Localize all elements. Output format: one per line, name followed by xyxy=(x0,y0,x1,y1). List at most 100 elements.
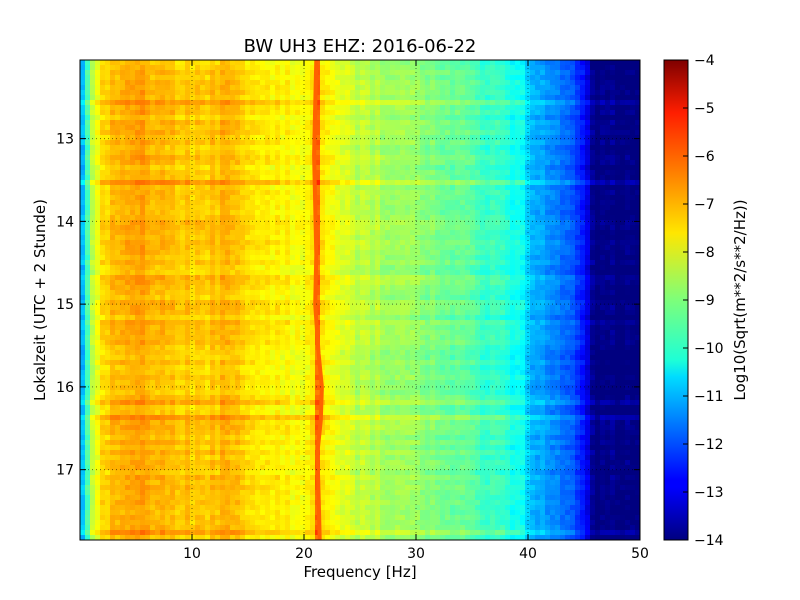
heatmap-cell xyxy=(260,290,266,296)
heatmap-cell xyxy=(300,295,306,301)
heatmap-cell xyxy=(140,440,146,446)
heatmap-cell xyxy=(260,175,266,181)
heatmap-cell xyxy=(315,90,321,96)
heatmap-cell xyxy=(310,315,316,321)
heatmap-cell xyxy=(315,80,321,86)
heatmap-cell xyxy=(95,200,101,206)
heatmap-cell xyxy=(265,90,271,96)
heatmap-cell xyxy=(270,365,276,371)
heatmap-cell xyxy=(200,210,206,216)
heatmap-cell xyxy=(320,125,326,131)
heatmap-cell xyxy=(205,485,211,491)
heatmap-cell xyxy=(210,500,216,506)
heatmap-cell xyxy=(165,515,171,521)
heatmap-cell xyxy=(115,160,121,166)
heatmap-cell xyxy=(90,480,96,486)
heatmap-cell xyxy=(160,320,166,326)
heatmap-cell xyxy=(125,125,131,131)
heatmap-cell xyxy=(225,475,231,481)
heatmap-cell xyxy=(270,335,276,341)
heatmap-cell xyxy=(175,110,181,116)
heatmap-cell xyxy=(325,510,331,516)
heatmap-cell xyxy=(85,215,91,221)
heatmap-cell xyxy=(265,530,271,536)
heatmap-cell xyxy=(85,395,91,401)
heatmap-cell xyxy=(250,380,256,386)
heatmap-cell xyxy=(200,445,206,451)
heatmap-cell xyxy=(195,320,201,326)
heatmap-cell xyxy=(125,470,131,476)
heatmap-cell xyxy=(230,125,236,131)
heatmap-cell xyxy=(195,460,201,466)
heatmap-cell xyxy=(215,390,221,396)
heatmap-cell xyxy=(125,455,131,461)
heatmap-cell xyxy=(100,155,106,161)
heatmap-cell xyxy=(295,505,301,511)
heatmap-cell xyxy=(120,395,126,401)
heatmap-cell xyxy=(300,115,306,121)
heatmap-cell xyxy=(135,280,141,286)
heatmap-cell xyxy=(115,70,121,76)
heatmap-cell xyxy=(305,350,311,356)
heatmap-cell xyxy=(155,200,161,206)
heatmap-cell xyxy=(230,185,236,191)
heatmap-cell xyxy=(220,275,226,281)
heatmap-cell xyxy=(300,485,306,491)
heatmap-cell xyxy=(115,370,121,376)
heatmap-cell xyxy=(180,450,186,456)
heatmap-cell xyxy=(260,430,266,436)
heatmap-cell xyxy=(95,190,101,196)
heatmap-cell xyxy=(150,460,156,466)
heatmap-cell xyxy=(275,420,281,426)
heatmap-cell xyxy=(285,485,291,491)
heatmap-cell xyxy=(130,445,136,451)
heatmap-cell xyxy=(160,165,166,171)
heatmap-cell xyxy=(255,290,261,296)
heatmap-cell xyxy=(225,130,231,136)
heatmap-cell xyxy=(295,400,301,406)
heatmap-cell xyxy=(225,95,231,101)
heatmap-cell xyxy=(170,270,176,276)
heatmap-cell xyxy=(150,175,156,181)
heatmap-cell xyxy=(200,365,206,371)
heatmap-cell xyxy=(320,235,326,241)
heatmap-cell xyxy=(180,210,186,216)
heatmap-cell xyxy=(205,535,211,540)
heatmap-cell xyxy=(215,370,221,376)
heatmap-cell xyxy=(200,405,206,411)
heatmap-cell xyxy=(335,380,341,386)
heatmap-cell xyxy=(170,245,176,251)
heatmap-cell xyxy=(325,270,331,276)
heatmap-cell xyxy=(330,110,336,116)
heatmap-cell xyxy=(180,200,186,206)
heatmap-cell xyxy=(185,435,191,441)
heatmap-cell xyxy=(270,75,276,81)
heatmap-cell xyxy=(290,470,296,476)
heatmap-cell xyxy=(175,350,181,356)
heatmap-cell xyxy=(245,125,251,131)
heatmap-cell xyxy=(185,305,191,311)
heatmap-cell xyxy=(180,155,186,161)
heatmap-cell xyxy=(105,95,111,101)
heatmap-cell xyxy=(85,485,91,491)
heatmap-cell xyxy=(255,310,261,316)
heatmap-cell xyxy=(195,370,201,376)
heatmap-cell xyxy=(305,400,311,406)
heatmap-cell xyxy=(135,170,141,176)
heatmap-cell xyxy=(150,160,156,166)
heatmap-cell xyxy=(90,180,96,186)
heatmap-cell xyxy=(235,140,241,146)
heatmap-cell xyxy=(100,170,106,176)
heatmap-cell xyxy=(225,150,231,156)
heatmap-cell xyxy=(200,235,206,241)
heatmap-cell xyxy=(245,320,251,326)
heatmap-cell xyxy=(145,90,151,96)
heatmap-cell xyxy=(90,380,96,386)
heatmap-cell xyxy=(250,160,256,166)
heatmap-cell xyxy=(225,450,231,456)
heatmap-cell xyxy=(330,425,336,431)
heatmap-cell xyxy=(210,160,216,166)
heatmap-cell xyxy=(85,450,91,456)
heatmap-cell xyxy=(205,285,211,291)
heatmap-cell xyxy=(250,135,256,141)
